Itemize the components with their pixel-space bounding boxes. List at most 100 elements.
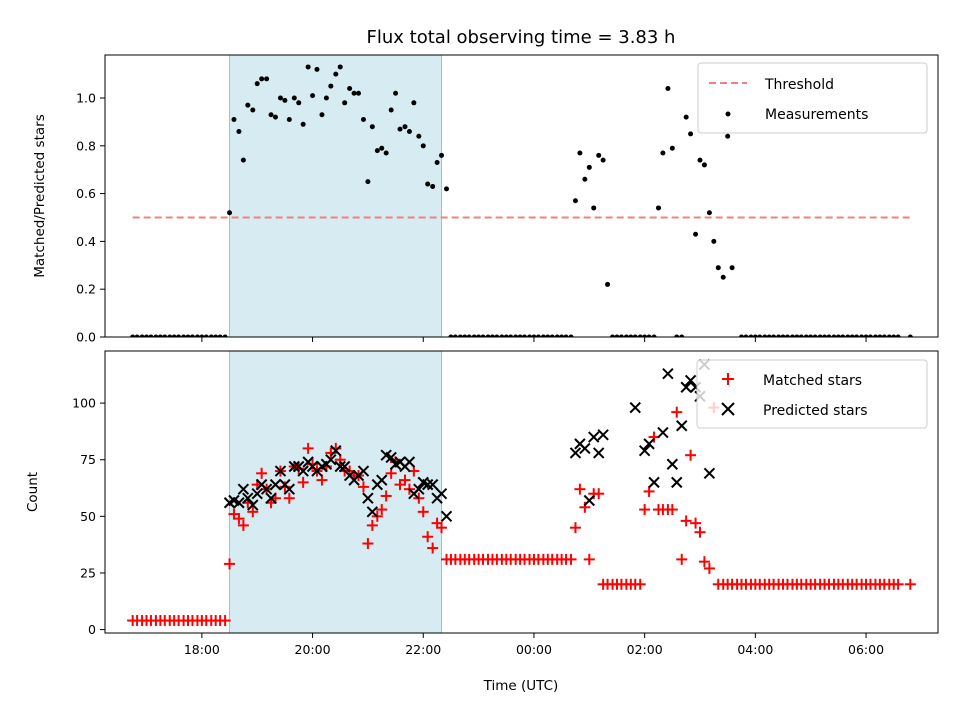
measurement-point	[614, 334, 620, 337]
matched-stars-point	[362, 538, 374, 550]
measurement-point	[406, 128, 412, 134]
matched-stars-point	[283, 492, 295, 504]
matched-stars-point	[366, 519, 378, 531]
measurement-point	[393, 90, 399, 96]
predicted-stars-point	[362, 492, 374, 504]
measurement-point	[314, 66, 320, 72]
matched-stars-point	[698, 556, 710, 568]
matched-stars-point	[219, 615, 231, 627]
measurement-point	[517, 334, 523, 337]
predicted-stars-point	[269, 478, 282, 491]
measurement-point	[420, 143, 426, 149]
measurement-point	[337, 64, 343, 70]
predicted-stars-point	[662, 367, 674, 380]
measurement-point	[831, 334, 837, 337]
measurement-point	[535, 334, 541, 337]
measurement-point	[872, 334, 878, 337]
count-plot-frame	[104, 350, 939, 634]
measurement-point	[637, 334, 643, 337]
measurement-point	[679, 334, 685, 337]
matched-stars-point	[224, 558, 236, 570]
matched-stars-point	[417, 506, 429, 518]
measurement-point	[189, 334, 195, 337]
count-legend-box	[696, 359, 928, 429]
measurement-point	[268, 112, 274, 118]
matched-stars-point	[892, 578, 904, 590]
measurement-point	[886, 334, 892, 337]
measurement-point	[319, 112, 325, 118]
measurement-point	[499, 334, 505, 337]
measurement-point	[701, 162, 707, 168]
predicted-stars-point	[260, 483, 273, 495]
count-y-tick-label: 0	[88, 622, 96, 637]
count-y-tick-label: 25	[80, 565, 96, 580]
x-axis-label: Time (UTC)	[483, 678, 559, 694]
predicted-stars-point	[421, 478, 434, 491]
measurement-point	[282, 97, 288, 103]
measurement-point	[416, 133, 422, 139]
predicted-stars-point	[334, 460, 346, 473]
measurement-point	[596, 152, 602, 158]
ratio-panel: 0.0 0.2 0.4 0.6 0.8 1.0 Matched/Predicted sta…	[32, 54, 939, 345]
measurement-point	[771, 334, 777, 337]
ratio-y-tick-label: 0.6	[76, 186, 96, 201]
predicted-stars-point	[366, 506, 379, 518]
measurement-point	[605, 281, 611, 287]
matched-stars-point	[690, 517, 702, 529]
measurement-point	[347, 85, 353, 91]
predicted-stars-point	[643, 438, 655, 450]
predicted-stars-point	[265, 492, 277, 504]
predicted-stars-point	[440, 510, 453, 523]
matched-stars-point	[436, 522, 448, 534]
measurement-point	[411, 100, 417, 106]
matched-stars-point	[422, 531, 434, 543]
measurement-point	[291, 95, 297, 101]
measurement-point	[480, 334, 486, 337]
matched-stars-point	[302, 442, 314, 454]
measurement-point	[513, 334, 519, 337]
measurement-point	[655, 205, 661, 211]
ratio-y-tick-label: 0.0	[76, 330, 96, 345]
measurement-point	[503, 334, 509, 337]
count-y-axis: 0 25 50 75 100	[72, 396, 105, 637]
measurement-point	[776, 334, 782, 337]
measurement-point	[720, 274, 726, 280]
measurement-point	[240, 157, 246, 163]
predicted-stars-point	[579, 442, 591, 455]
measurement-point	[867, 334, 873, 337]
matched-stars-point	[593, 488, 605, 500]
predicted-stars-point	[274, 465, 287, 477]
count-y-tick-label: 50	[80, 509, 96, 524]
measurement-point	[572, 198, 578, 204]
measurement-point	[559, 334, 565, 337]
matched-stars-point	[297, 476, 309, 488]
legend-matched-swatch	[722, 373, 734, 385]
measurement-point	[194, 334, 200, 337]
measurement-point	[217, 334, 223, 337]
measurement-point	[176, 334, 182, 337]
measurement-point	[365, 179, 371, 185]
measurement-point	[803, 334, 809, 337]
measurement-point	[130, 334, 136, 337]
measurement-point	[891, 334, 897, 337]
predicted-stars-point	[703, 467, 716, 480]
x-tick-label: 18:00	[184, 642, 220, 657]
measurement-point	[660, 150, 666, 156]
x-tick-label: 04:00	[737, 642, 773, 657]
ratio-y-tick-label: 0.4	[76, 234, 96, 249]
predicted-stars-point	[297, 465, 309, 477]
predicted-stars-point	[569, 447, 582, 459]
measurement-point	[812, 334, 818, 337]
predicted-stars-point	[288, 460, 301, 473]
measurement-point	[457, 334, 463, 337]
measurement-point	[859, 334, 865, 337]
predicted-stars-point	[233, 497, 245, 509]
measurement-point	[683, 114, 689, 120]
predicted-stars-point	[237, 483, 250, 495]
measurement-point	[632, 334, 638, 337]
x-tick-label: 00:00	[516, 642, 552, 657]
measurement-point	[430, 183, 436, 189]
predicted-stars-point	[357, 465, 370, 477]
matched-stars-point	[376, 504, 388, 516]
measurement-point	[402, 124, 408, 130]
